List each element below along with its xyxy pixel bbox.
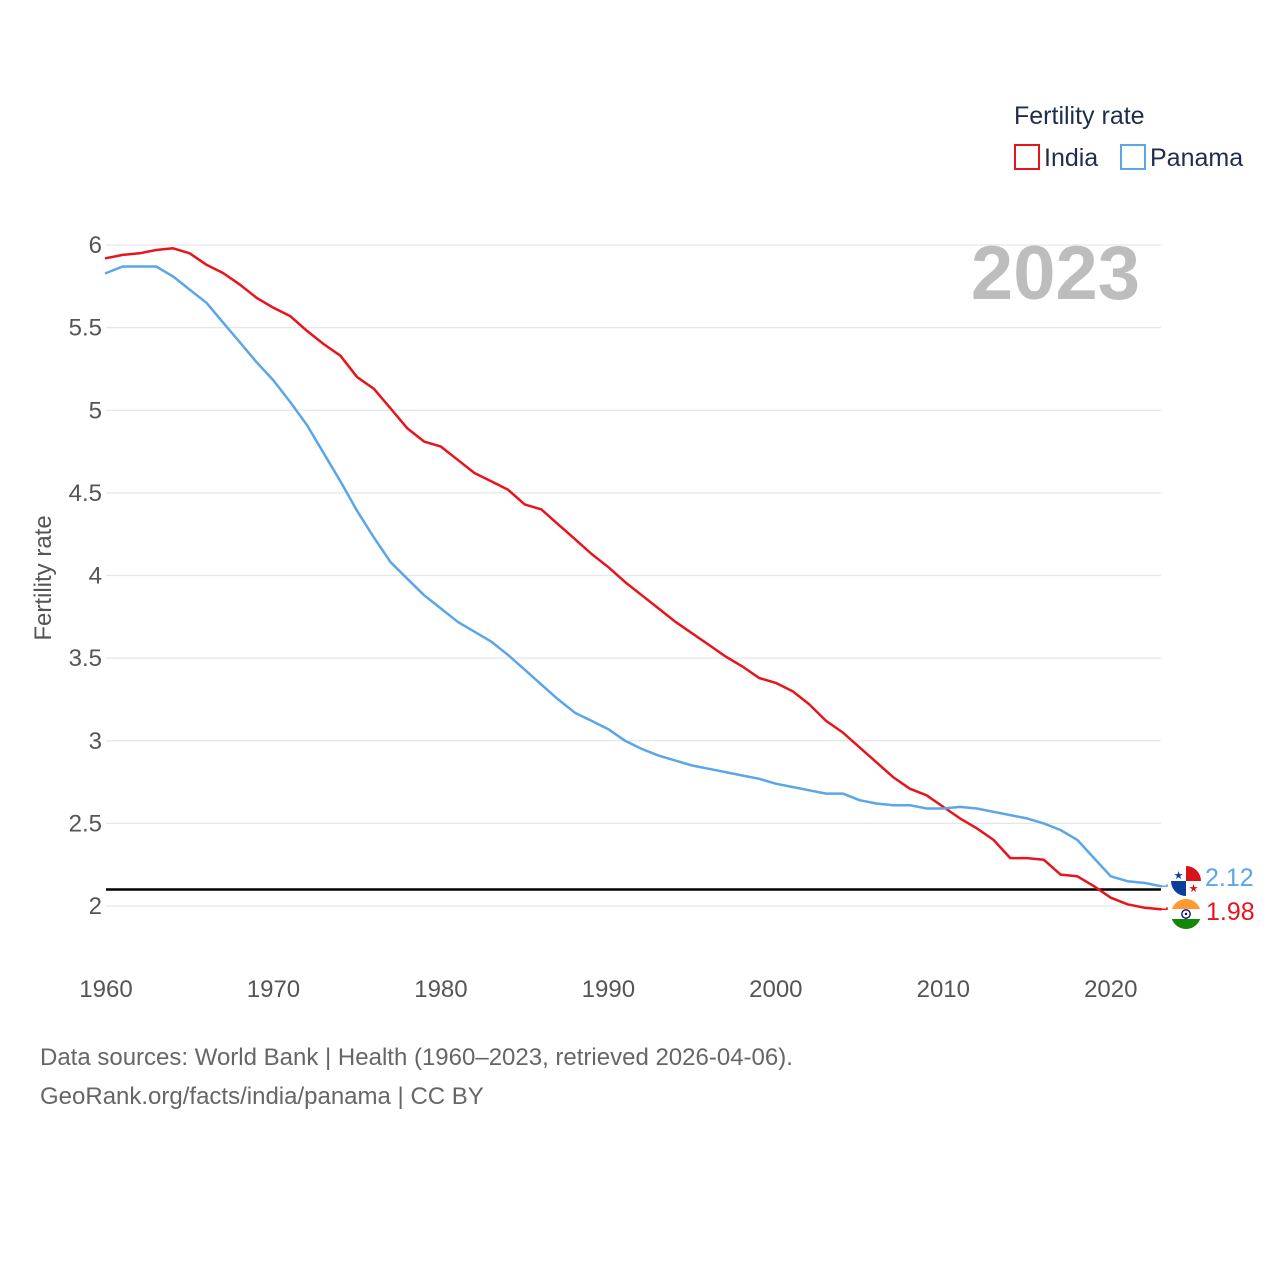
- y-tick-label: 5: [89, 397, 102, 424]
- x-tick-label: 2010: [917, 976, 970, 1003]
- gridlines: [106, 244, 1161, 907]
- source-link[interactable]: GeoRank.org/facts/india/panama | CC BY: [40, 1083, 484, 1110]
- x-tick-label: 1970: [247, 976, 300, 1003]
- x-tick-label: 2020: [1084, 976, 1137, 1003]
- legend-swatch-panama[interactable]: [1120, 144, 1146, 170]
- y-tick-label: 6: [89, 232, 102, 259]
- panama-flag-icon: ★ ★: [1171, 866, 1201, 896]
- legend-label-india[interactable]: India: [1044, 144, 1098, 172]
- y-tick-label: 3: [89, 728, 102, 755]
- svg-text:★: ★: [1174, 869, 1184, 882]
- x-tick-label: 1960: [79, 976, 132, 1003]
- year-label: 2023: [971, 231, 1140, 316]
- svg-text:★: ★: [1189, 882, 1199, 895]
- y-tick-label: 4: [89, 563, 102, 590]
- india-flag-icon: [1171, 899, 1201, 929]
- y-tick-label: 2: [89, 893, 102, 920]
- legend: Fertility rate India Panama: [1014, 102, 1243, 172]
- source-text: Data sources: World Bank | Health (1960–…: [40, 1044, 793, 1071]
- end-connector-panama: [1161, 884, 1168, 887]
- series-layer: [104, 247, 1168, 911]
- y-tick-label: 2.5: [69, 810, 102, 837]
- y-tick-label: 5.5: [69, 315, 102, 342]
- x-axis-ticks: 1960 1970 1980 1990 2000 2010 2020: [79, 976, 1137, 1003]
- chart-canvas: 2 2.5 3 3.5 4 4.5 5 5.5 6 1960 1970 1980 1990 2000 20…: [30, 102, 1255, 1003]
- legend-swatch-india[interactable]: [1014, 144, 1040, 170]
- x-tick-label: 1980: [414, 976, 467, 1003]
- y-axis-label: Fertility rate: [30, 515, 57, 640]
- y-axis-ticks: 2 2.5 3 3.5 4 4.5 5 5.5 6: [69, 232, 102, 920]
- y-tick-label: 3.5: [69, 645, 102, 672]
- x-tick-label: 1990: [582, 976, 635, 1003]
- x-tick-label: 2000: [749, 976, 802, 1003]
- end-label-india: 1.98: [1206, 898, 1255, 926]
- legend-label-panama[interactable]: Panama: [1150, 144, 1243, 172]
- y-tick-label: 4.5: [69, 480, 102, 507]
- end-connector-india: [1161, 907, 1168, 911]
- series-line-india[interactable]: [104, 247, 1163, 911]
- legend-title: Fertility rate: [1014, 102, 1145, 130]
- end-label-panama: 2.12: [1205, 864, 1254, 892]
- series-line-panama[interactable]: [104, 265, 1163, 888]
